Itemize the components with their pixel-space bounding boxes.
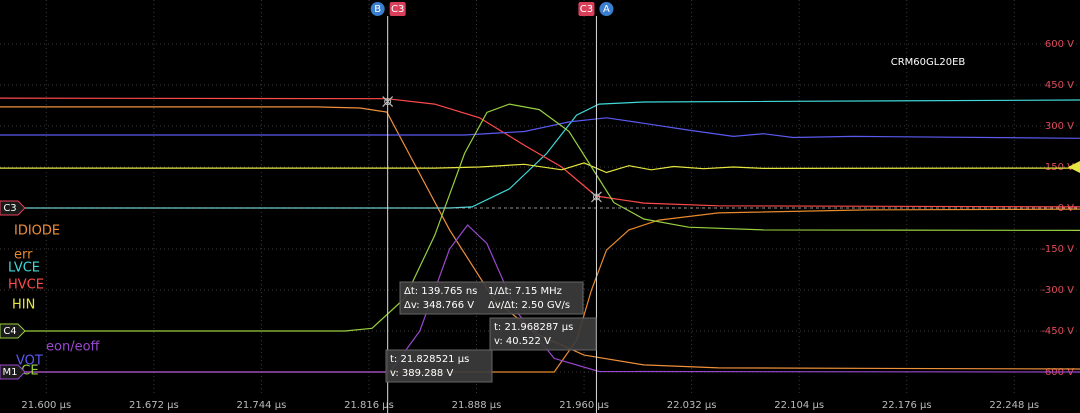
- channel-badge-label: C4: [3, 326, 16, 337]
- legend-label: eon/eoff: [46, 340, 101, 355]
- x-tick-label: 21.744 µs: [237, 400, 287, 411]
- cursor-readout: [489, 317, 597, 351]
- channel-badge-label: C3: [3, 203, 16, 214]
- x-tick-label: 21.816 µs: [344, 400, 394, 411]
- trace: [0, 97, 1080, 208]
- cursor-tag-label: A: [603, 4, 610, 15]
- x-tick-label: 22.032 µs: [667, 400, 717, 411]
- channel-badge: [0, 364, 26, 380]
- delta-readout: [399, 281, 584, 315]
- cursor-channel-label: C3: [391, 4, 404, 15]
- y-tick-label: 0 V: [1058, 203, 1075, 214]
- y-tick-label: -300 V: [1041, 285, 1074, 296]
- trace: [0, 208, 1080, 373]
- cursor-point-ring: [384, 98, 392, 106]
- cursor-time: t: 21.828521 µs: [390, 354, 469, 365]
- x-tick-label: 22.176 µs: [882, 400, 932, 411]
- x-tick-label: 21.672 µs: [129, 400, 179, 411]
- trace: [0, 106, 1080, 370]
- y-tick-label: 300 V: [1045, 121, 1074, 132]
- trigger-marker: [1068, 161, 1080, 174]
- y-tick-label: 450 V: [1045, 80, 1074, 91]
- x-tick-label: 21.600 µs: [21, 400, 71, 411]
- cursor-tag: [599, 2, 614, 16]
- y-tick-label: 600 V: [1045, 39, 1074, 50]
- channel-badge: [0, 200, 26, 216]
- cursor-readout: [385, 349, 493, 383]
- delta-text: Δt: 139.765 ns: [404, 286, 477, 297]
- trace: [0, 162, 1080, 174]
- cursor-point: [591, 191, 602, 203]
- legend-label: HIN: [12, 298, 35, 313]
- cursor-point: [382, 96, 394, 108]
- delta-text: Δv: 348.766 V: [404, 300, 474, 311]
- x-tick-label: 21.888 µs: [452, 400, 502, 411]
- cursor-point-ring: [592, 193, 600, 201]
- y-tick-label: -450 V: [1041, 326, 1074, 337]
- cursor-channel-tag: [578, 2, 595, 16]
- delta-text: Δv/Δt: 2.50 GV/s: [488, 300, 570, 311]
- cursor-tag: [370, 2, 385, 16]
- x-tick-label: 21.960 µs: [559, 400, 609, 411]
- trace: [0, 103, 1080, 332]
- cursor-tag-label: B: [374, 4, 381, 15]
- legend-label: LVCE: [8, 261, 40, 276]
- cursor-value: v: 40.522 V: [494, 336, 551, 347]
- trace: [0, 117, 1080, 139]
- cursor-time: t: 21.968287 µs: [494, 322, 573, 333]
- legend-label: err: [14, 248, 33, 263]
- cursor-channel-tag: [389, 2, 406, 16]
- channel-badge-label: M1: [3, 367, 18, 378]
- cursor-value: v: 389.288 V: [390, 368, 453, 379]
- x-tick-label: 22.104 µs: [774, 400, 824, 411]
- y-tick-label: -150 V: [1041, 244, 1074, 255]
- legend-label: IDIODE: [14, 224, 60, 239]
- cursor-channel-label: C3: [580, 4, 593, 15]
- chart-title: CRM60GL20EB: [891, 57, 966, 68]
- traces: [0, 97, 1080, 373]
- legend-label: VOT: [16, 354, 43, 369]
- delta-text: 1/Δt: 7.15 MHz: [488, 286, 562, 297]
- x-tick-label: 22.248 µs: [989, 400, 1039, 411]
- legend-label: HVCE: [8, 278, 44, 293]
- channel-badge: [0, 323, 26, 339]
